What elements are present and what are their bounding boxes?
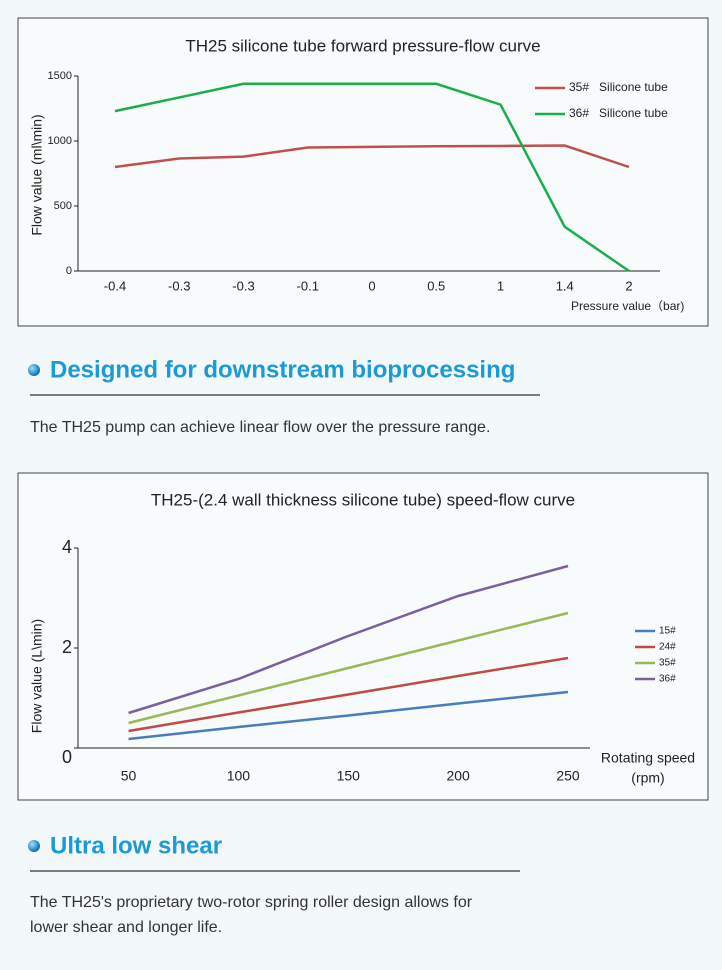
x-axis-label: (rpm) bbox=[631, 770, 664, 786]
y-tick-label: 2 bbox=[62, 637, 72, 657]
y-tick-label: 4 bbox=[62, 537, 72, 557]
series-line bbox=[114, 144, 630, 169]
chart-title: TH25-(2.4 wall thickness silicone tube) … bbox=[151, 490, 575, 509]
series-line bbox=[128, 690, 569, 741]
legend-label: 36# bbox=[659, 674, 676, 685]
x-tick-label: -0.4 bbox=[104, 278, 126, 293]
series-line bbox=[128, 656, 569, 733]
x-tick-label: 0 bbox=[368, 278, 375, 293]
x-axis-label: Rotating speed bbox=[601, 750, 695, 766]
x-tick-label: 2 bbox=[625, 278, 632, 293]
x-tick-label: 1 bbox=[497, 278, 504, 293]
legend-label: 35# Silicone tube bbox=[569, 80, 668, 94]
section-heading: Ultra low shear bbox=[50, 832, 222, 859]
y-axis-label: Flow value (L\min) bbox=[29, 619, 45, 733]
bullet bbox=[28, 840, 40, 852]
x-tick-label: 1.4 bbox=[556, 278, 574, 293]
x-tick-label: 50 bbox=[121, 768, 137, 784]
series-line bbox=[114, 82, 630, 273]
x-tick-label: -0.1 bbox=[297, 278, 319, 293]
x-tick-label: 100 bbox=[227, 768, 251, 784]
x-tick-label: 200 bbox=[446, 768, 470, 784]
x-tick-label: 150 bbox=[337, 768, 361, 784]
x-tick-label: -0.3 bbox=[168, 278, 190, 293]
chart-frame bbox=[17, 472, 709, 801]
paragraph-line: lower shear and longer life. bbox=[30, 919, 222, 936]
y-tick-label: 1500 bbox=[48, 70, 72, 82]
y-tick-label: 1000 bbox=[48, 135, 72, 147]
section-heading: Designed for downstream bioprocessing bbox=[50, 356, 515, 383]
x-tick-label: 250 bbox=[556, 768, 580, 784]
y-axis-label: Flow value (ml\min) bbox=[29, 114, 45, 235]
series-line bbox=[128, 611, 569, 725]
paragraph-line: The TH25 pump can achieve linear flow ov… bbox=[30, 419, 490, 436]
legend-label: 35# bbox=[659, 658, 676, 669]
x-tick-label: -0.3 bbox=[232, 278, 254, 293]
x-axis-label: Pressure value（bar) bbox=[571, 299, 684, 313]
x-tick-label: 0.5 bbox=[427, 278, 445, 293]
chart-title: TH25 silicone tube forward pressure-flow… bbox=[185, 36, 540, 55]
y-tick-label: 500 bbox=[54, 200, 72, 212]
legend-label: 24# bbox=[659, 642, 676, 653]
y-tick-label: 0 bbox=[62, 747, 72, 767]
chart-frame bbox=[17, 17, 709, 327]
legend-label: 15# bbox=[659, 626, 676, 637]
y-tick-label: 0 bbox=[66, 265, 72, 277]
legend-label: 36# Silicone tube bbox=[569, 106, 668, 120]
series-line bbox=[128, 564, 569, 715]
paragraph-line: The TH25's proprietary two-rotor spring … bbox=[30, 894, 473, 911]
bullet bbox=[28, 364, 40, 376]
